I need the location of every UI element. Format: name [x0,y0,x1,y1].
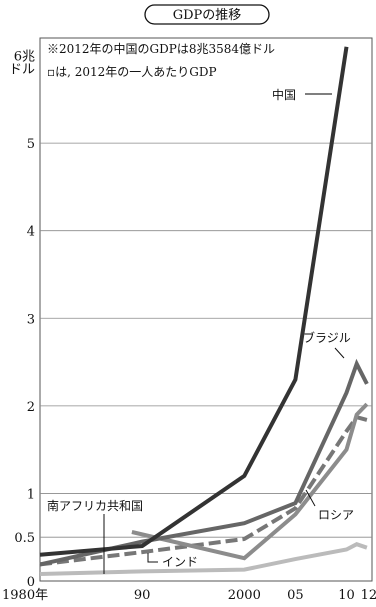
x-tick-label: 90 [134,588,151,603]
series-label-india: インド [162,555,198,569]
x-tick-label: 1980年 [2,588,48,603]
series-label-russia: ロシア [318,508,354,522]
series-label-china: 中国 [272,87,296,102]
y-tick-label: 0.5 [14,531,35,546]
label-china: 中国 [272,87,332,102]
label-russia: ロシア [305,489,354,522]
leader-brazil [334,347,345,359]
series-label-south-africa: 南アフリカ共和国 [47,498,143,513]
x-tick-label: 10 [338,588,355,603]
plot-frame [39,37,373,582]
y-tick-label: 3 [27,312,35,327]
y-tick-label: 6兆 [14,50,35,65]
leader-india [147,553,158,563]
series-line-インド [39,414,368,567]
x-tick-label: 2000 [228,588,261,603]
y-unit-label: ドル [9,63,35,78]
series-line-ブラジル [39,358,369,567]
note-china-gdp: ※2012年の中国のGDPは8兆3584億ドル [47,41,275,56]
y-tick-label: 1 [27,487,35,502]
leader-russia [305,489,316,507]
series-label-brazil: ブラジル [303,330,351,345]
y-tick-label: 2 [27,400,35,415]
grid [40,142,372,538]
series-line-中国 [39,46,349,557]
series-line-ロシア [131,402,369,561]
label-brazil: ブラジル [303,330,351,359]
x-tick-label: 05 [287,588,304,603]
series-lines [39,46,369,576]
x-tick-label: 12 [361,588,376,603]
y-tick-label: 5 [27,137,35,152]
y-tick-label: 0 [27,575,35,590]
y-tick-label: 4 [27,225,35,240]
chart-title-box: GDPの推移 [144,4,270,25]
note-per-capita: ▫は, 2012年の一人あたりGDP [47,65,217,79]
chart-title: GDPの推移 [173,8,242,23]
series-line-南アフリカ共和国 [39,542,368,576]
label-india: インド [147,553,198,569]
label-south-africa: 南アフリカ共和国 [47,498,143,574]
